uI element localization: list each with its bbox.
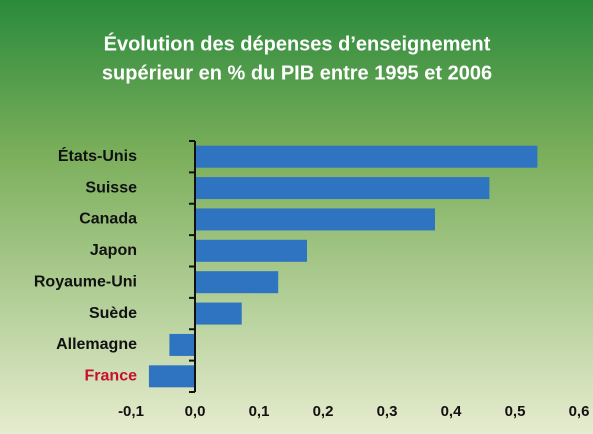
bar (195, 302, 242, 325)
bar (195, 208, 435, 231)
x-tick-label: 0,1 (249, 403, 270, 420)
y-tick-label: Suisse (85, 179, 137, 196)
x-tick-label: 0,6 (569, 403, 590, 420)
bar (195, 239, 307, 262)
x-tick-label: 0,2 (313, 403, 334, 420)
y-tick-label: Allemagne (56, 336, 137, 353)
y-tick-label: Royaume-Uni (34, 273, 137, 290)
x-tick-label: 0,5 (505, 403, 526, 420)
bar (195, 177, 490, 200)
y-tick-label: France (85, 368, 138, 385)
bar (195, 271, 279, 294)
x-tick-label: 0,0 (185, 403, 206, 420)
y-tick-label: Japon (90, 242, 137, 259)
bar (148, 365, 195, 388)
y-tick-label: États-Unis (58, 146, 137, 165)
x-tick-label: -0,1 (118, 403, 144, 420)
y-tick-label: Suède (89, 305, 137, 322)
x-tick-label: 0,4 (441, 403, 463, 420)
bar (169, 333, 195, 356)
chart-title: supérieur en % du PIB entre 1995 et 2006 (102, 62, 492, 84)
bar (195, 145, 538, 168)
y-tick-label: Canada (79, 211, 137, 228)
chart-title: Évolution des dépenses d’enseignement (104, 32, 491, 55)
x-tick-label: 0,3 (377, 403, 398, 420)
